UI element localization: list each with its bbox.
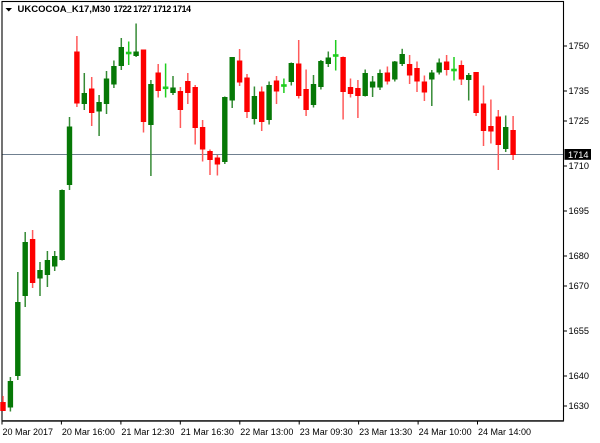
svg-text:1670: 1670	[569, 281, 589, 291]
svg-text:1725: 1725	[569, 116, 589, 126]
svg-text:21 Mar 12:30: 21 Mar 12:30	[121, 427, 174, 437]
svg-text:22 Mar 13:00: 22 Mar 13:00	[240, 427, 293, 437]
svg-text:20 Mar 2017: 20 Mar 2017	[3, 427, 54, 437]
svg-text:1714: 1714	[568, 150, 588, 160]
svg-text:1722 1727 1712 1714: 1722 1727 1712 1714	[114, 4, 192, 14]
svg-text:20 Mar 16:00: 20 Mar 16:00	[62, 427, 115, 437]
svg-text:1680: 1680	[569, 251, 589, 261]
svg-text:1640: 1640	[569, 371, 589, 381]
svg-text:1630: 1630	[569, 401, 589, 411]
svg-text:23 Mar 13:30: 23 Mar 13:30	[359, 427, 412, 437]
svg-text:24 Mar 14:00: 24 Mar 14:00	[478, 427, 531, 437]
svg-text:1735: 1735	[569, 86, 589, 96]
svg-text:1695: 1695	[569, 206, 589, 216]
svg-text:24 Mar 10:00: 24 Mar 10:00	[419, 427, 472, 437]
svg-text:21 Mar 16:30: 21 Mar 16:30	[181, 427, 234, 437]
svg-text:1710: 1710	[569, 161, 589, 171]
svg-text:1655: 1655	[569, 326, 589, 336]
svg-text:1750: 1750	[569, 41, 589, 51]
svg-text:UKCOCOA_K17,M30: UKCOCOA_K17,M30	[18, 4, 111, 15]
svg-text:23 Mar 09:30: 23 Mar 09:30	[300, 427, 353, 437]
